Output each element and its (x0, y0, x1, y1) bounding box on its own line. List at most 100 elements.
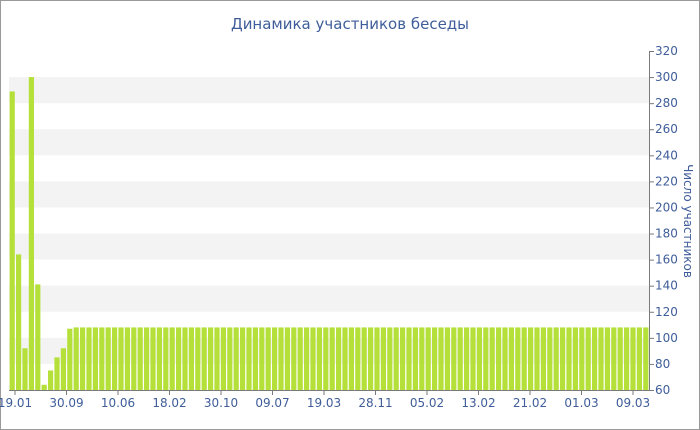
bar (387, 327, 393, 390)
bar (624, 327, 630, 390)
bar (284, 327, 290, 390)
x-tick-label: 09.07 (255, 396, 289, 410)
bar (464, 327, 470, 390)
bar (105, 327, 111, 390)
bar (355, 327, 361, 390)
y-ticks: 60 80 100 120 140 160 180 200 220 240 260 280 300 320 (649, 44, 678, 397)
bars (9, 77, 649, 391)
bar (9, 91, 15, 391)
bar (16, 254, 22, 390)
bar (112, 327, 118, 390)
bar (643, 327, 649, 390)
bar (572, 327, 578, 390)
bar (131, 327, 137, 390)
x-tick-label: 19.03 (307, 396, 341, 410)
bar (118, 327, 124, 390)
x-tick-label: 19.01 (0, 396, 32, 410)
bar (342, 327, 348, 390)
bar (163, 327, 169, 390)
bar (92, 327, 98, 390)
bar (316, 327, 322, 390)
bar (246, 327, 252, 390)
bar (374, 327, 380, 390)
bar (566, 327, 572, 390)
bar (508, 327, 514, 390)
bar (291, 327, 297, 390)
grid-band (9, 337, 649, 364)
bar (233, 327, 239, 390)
bar (252, 327, 258, 390)
bar (630, 327, 636, 390)
bar (489, 327, 495, 390)
bar (393, 327, 399, 390)
bar (521, 327, 527, 390)
y-tick-label: 200 (655, 200, 678, 214)
bar (451, 327, 457, 390)
x-ticks: 19.01 30.09 10.06 18.02 30.10 09.07 19.03 28.11… (0, 390, 650, 410)
bar (617, 327, 623, 390)
x-tick-label: 21.02 (513, 396, 547, 410)
chart-title: Динамика участников беседы (231, 15, 469, 33)
bar (195, 327, 201, 390)
y-tick-label: 320 (655, 44, 678, 58)
bar (124, 327, 130, 390)
bar (176, 327, 182, 390)
bar (483, 327, 489, 390)
bar (240, 327, 246, 390)
bar (457, 327, 463, 390)
bar (560, 327, 566, 390)
bar (534, 327, 540, 390)
bar (201, 327, 207, 390)
bar (214, 327, 220, 390)
bar (188, 327, 194, 390)
bar (265, 327, 271, 390)
bar (310, 327, 316, 390)
bar (380, 327, 386, 390)
bar (598, 327, 604, 390)
x-tick-label: 05.02 (410, 396, 444, 410)
y-tick-label: 140 (655, 279, 678, 293)
bar (528, 327, 534, 390)
bar (304, 327, 310, 390)
bar (547, 327, 553, 390)
bar (419, 327, 425, 390)
x-tick-label: 18.02 (152, 396, 186, 410)
y-axis-label: Число участников (681, 164, 695, 278)
y-tick-label: 120 (655, 305, 678, 319)
bar (368, 327, 374, 390)
bar (144, 327, 150, 390)
bar (41, 384, 47, 390)
y-tick-label: 180 (655, 227, 678, 241)
x-tick-label: 30.10 (204, 396, 238, 410)
bar (208, 327, 214, 390)
bar (35, 284, 41, 390)
bar (425, 327, 431, 390)
bar (259, 327, 265, 390)
bar (438, 327, 444, 390)
grid-band (9, 233, 649, 260)
bar (515, 327, 521, 390)
grid-band (9, 181, 649, 208)
bar (272, 327, 278, 390)
y-tick-label: 260 (655, 122, 678, 136)
bar (432, 327, 438, 390)
x-tick-label: 28.11 (358, 396, 392, 410)
x-tick-label: 01.03 (564, 396, 598, 410)
bar (169, 327, 175, 390)
bar (476, 327, 482, 390)
bar (336, 327, 342, 390)
bar (636, 327, 642, 390)
grid-bands (9, 77, 649, 364)
bar (604, 327, 610, 390)
bar (323, 327, 329, 390)
bar (220, 327, 226, 390)
bar (60, 348, 66, 390)
x-tick-label: 30.09 (49, 396, 83, 410)
bar (348, 327, 354, 390)
bar (496, 327, 502, 390)
bar (73, 327, 79, 390)
bar (227, 327, 233, 390)
bar (406, 327, 412, 390)
bar (67, 328, 73, 390)
